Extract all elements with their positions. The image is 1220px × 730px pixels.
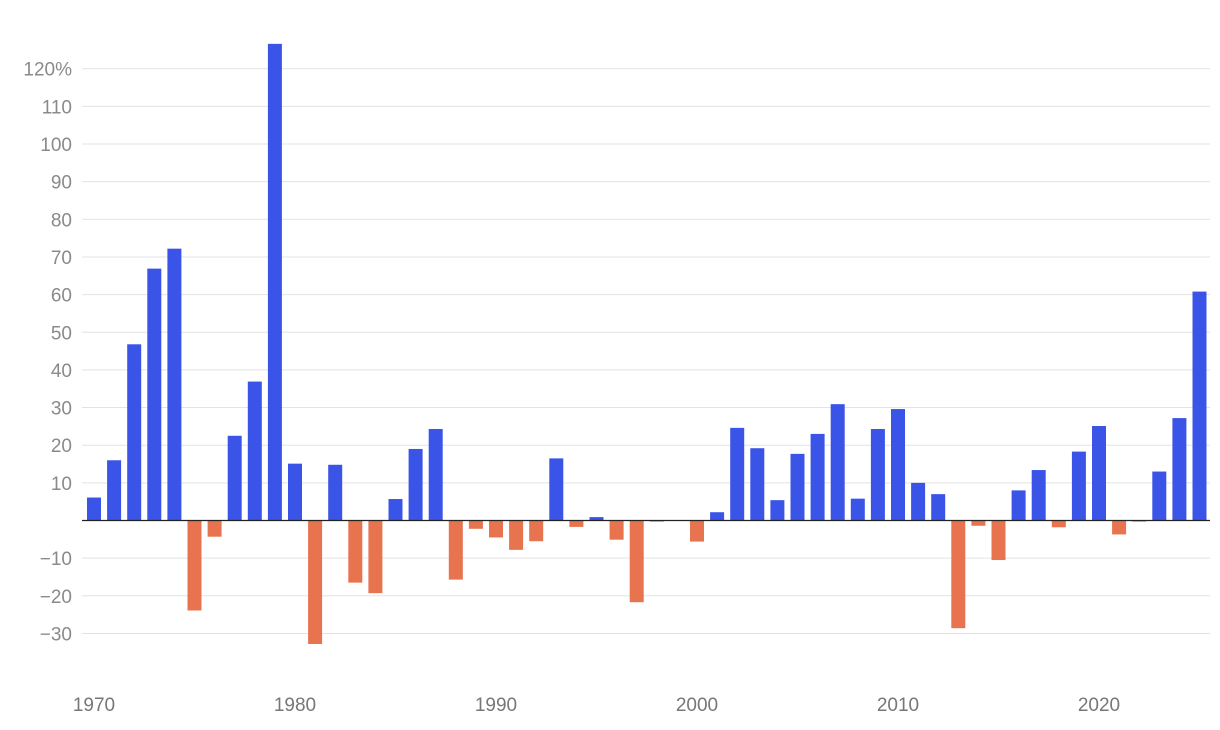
y-tick-label: 20: [51, 436, 72, 457]
x-tick-label: 1970: [73, 695, 115, 716]
bar-1977: [227, 435, 242, 521]
bar-1988: [448, 520, 463, 580]
y-tick-label: 100: [40, 135, 72, 156]
x-tick-label: 2000: [676, 695, 718, 716]
bar-1989: [468, 520, 483, 529]
gridlines: [82, 68, 1210, 634]
bar-2025: [1192, 291, 1207, 521]
bar-1985: [388, 499, 403, 521]
y-tick-label: 10: [51, 474, 72, 495]
bar-1981: [308, 520, 323, 644]
bar-1976: [207, 520, 222, 537]
bar-2016: [1011, 490, 1026, 521]
bar-1984: [368, 520, 383, 594]
y-tick-label: 90: [51, 173, 72, 194]
bar-2004: [770, 500, 785, 521]
bar-2015: [991, 520, 1006, 561]
bar-2008: [850, 498, 865, 521]
bar-1997: [629, 520, 644, 603]
bar-2007: [830, 404, 845, 521]
bar-1971: [107, 460, 122, 521]
bar-1993: [549, 458, 564, 521]
bar-2009: [870, 429, 885, 521]
bar-2018: [1051, 520, 1066, 528]
bar-1986: [408, 448, 423, 521]
bar-2019: [1071, 451, 1086, 521]
y-tick-label: 50: [51, 323, 72, 344]
y-tick-label: 40: [51, 361, 72, 382]
y-tick-label: 70: [51, 248, 72, 269]
bar-2000: [690, 520, 704, 542]
bar-2020: [1092, 425, 1106, 521]
bar-2010: [891, 409, 905, 521]
bar-2006: [810, 433, 825, 521]
bar-1982: [328, 464, 343, 521]
y-tick-label: −30: [40, 624, 72, 645]
bar-1992: [529, 520, 544, 542]
bar-2024: [1172, 418, 1187, 521]
bar-1996: [609, 520, 624, 540]
bar-1972: [127, 344, 142, 521]
bar-2011: [911, 482, 926, 521]
bar-1987: [428, 429, 443, 521]
y-tick-label: 120%: [23, 60, 72, 81]
bar-2014: [971, 520, 986, 526]
bar-2012: [931, 494, 946, 521]
bar-2017: [1031, 470, 1046, 521]
y-tick-label: 60: [51, 286, 72, 307]
bar-1991: [509, 520, 524, 550]
bar-2003: [750, 448, 765, 521]
y-tick-label: 80: [51, 210, 72, 231]
bar-1974: [167, 248, 182, 521]
bar-1995: [589, 517, 604, 521]
bar-2013: [951, 520, 966, 629]
bar-1994: [569, 520, 584, 527]
bar-1970: [87, 497, 101, 521]
bars: [87, 43, 1207, 644]
y-tick-label: −10: [40, 549, 72, 570]
bar-2005: [790, 453, 805, 521]
y-tick-label: −20: [40, 587, 72, 608]
bar-2001: [710, 512, 725, 521]
bar-2021: [1112, 520, 1127, 535]
bar-1983: [348, 520, 363, 583]
x-tick-label: 2020: [1078, 695, 1120, 716]
x-tick-label: 1980: [274, 695, 316, 716]
bar-1990: [489, 520, 503, 538]
bar-1980: [288, 463, 302, 521]
bar-1975: [187, 520, 202, 611]
y-tick-label: 110: [42, 97, 72, 118]
x-axis-tick-labels: 1970 1980 1990 2000 2010 2020: [73, 695, 1120, 716]
x-tick-label: 1990: [475, 695, 517, 716]
x-tick-label: 2010: [877, 695, 919, 716]
bar-2023: [1152, 471, 1167, 521]
y-tick-label: 30: [51, 399, 72, 420]
bar-1978: [247, 381, 262, 521]
y-axis-tick-labels: 120% 110 100 90 80 70 60 50 40 30 20 10 −10 −20 −30: [23, 60, 72, 646]
bar-1973: [147, 268, 162, 521]
bar-2002: [730, 427, 745, 521]
bar-1979: [267, 43, 282, 521]
